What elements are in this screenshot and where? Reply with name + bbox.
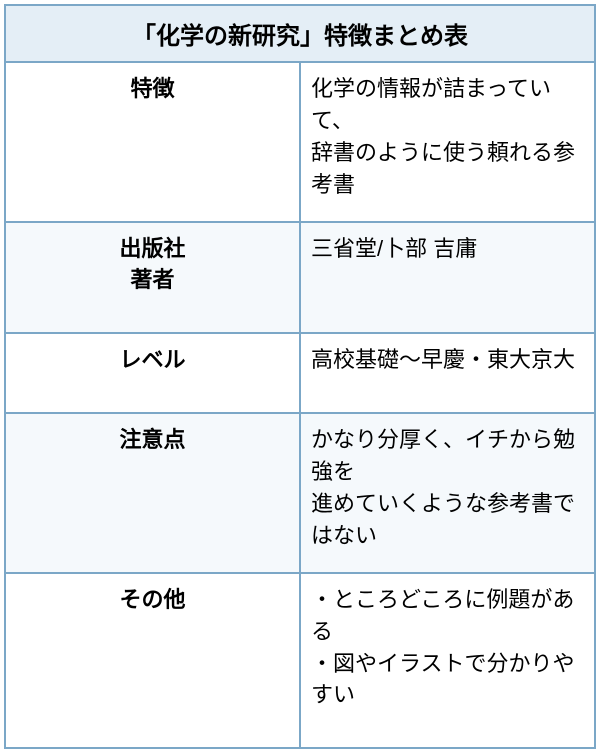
- row-value-caution: かなり分厚く、イチから勉強を進めていくような参考書ではない: [300, 413, 595, 573]
- table-row: レベル 高校基礎〜早慶・東大京大: [5, 333, 595, 413]
- row-value-level: 高校基礎〜早慶・東大京大: [300, 333, 595, 413]
- table-row: 特徴 化学の情報が詰まっていて、辞書のように使う頼れる参考書: [5, 62, 595, 222]
- table-row: 出版社著者 三省堂/卜部 吉庸: [5, 222, 595, 334]
- row-label-level: レベル: [5, 333, 300, 413]
- summary-table: 「化学の新研究」特徴まとめ表 特徴 化学の情報が詰まっていて、辞書のように使う頼…: [4, 4, 596, 749]
- row-label-caution: 注意点: [5, 413, 300, 573]
- table-row: 注意点 かなり分厚く、イチから勉強を進めていくような参考書ではない: [5, 413, 595, 573]
- title-row: 「化学の新研究」特徴まとめ表: [5, 5, 595, 62]
- table-row: その他 ・ところどころに例題がある・図やイラストで分かりやすい: [5, 573, 595, 749]
- row-value-feature: 化学の情報が詰まっていて、辞書のように使う頼れる参考書: [300, 62, 595, 222]
- row-label-other: その他: [5, 573, 300, 749]
- row-label-feature: 特徴: [5, 62, 300, 222]
- row-label-publisher: 出版社著者: [5, 222, 300, 334]
- row-value-publisher: 三省堂/卜部 吉庸: [300, 222, 595, 334]
- row-value-other: ・ところどころに例題がある・図やイラストで分かりやすい: [300, 573, 595, 749]
- table-title: 「化学の新研究」特徴まとめ表: [5, 5, 595, 62]
